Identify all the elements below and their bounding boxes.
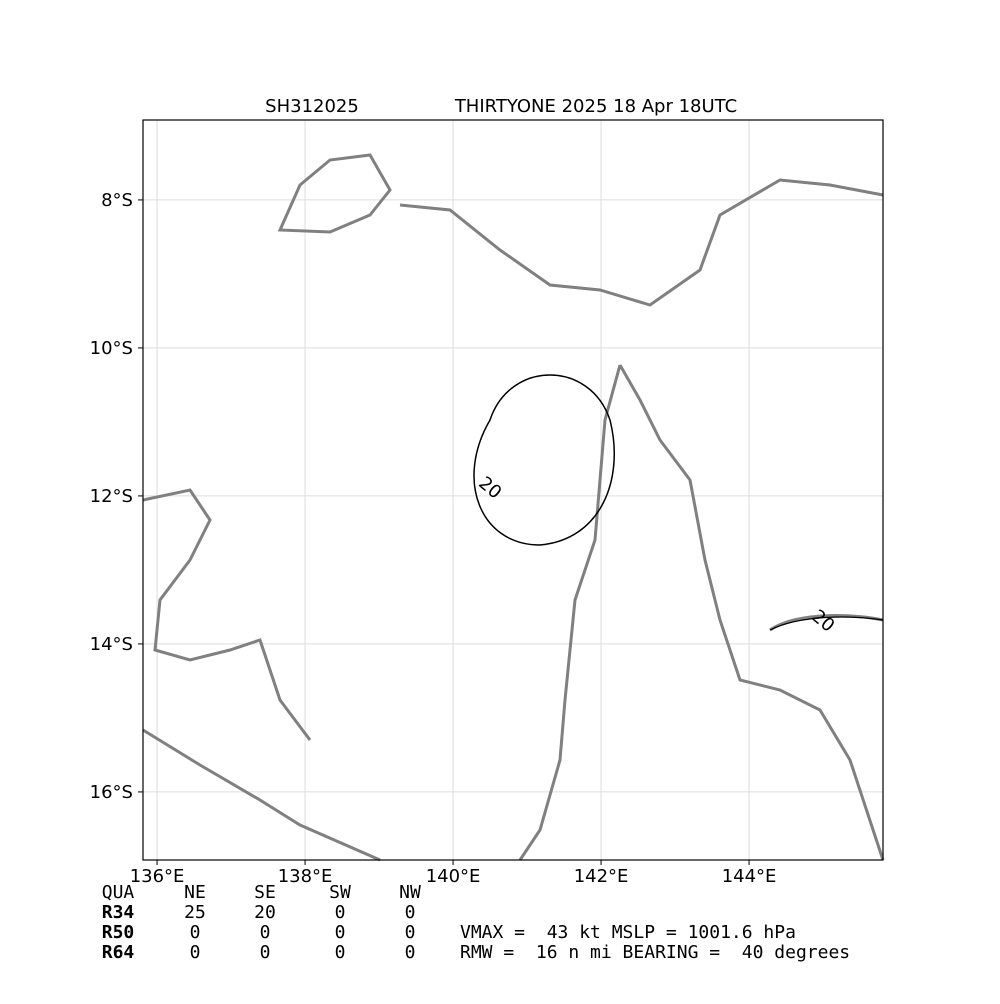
y-tick-label: 12°S [90,486,133,507]
table-cell: 0 [335,922,346,943]
table-header: SW [329,882,351,903]
table-cell: 0 [260,922,271,943]
y-tick-label: 8°S [101,190,133,211]
contour [473,374,615,546]
coastline [142,728,381,862]
table-cell: 0 [405,902,416,923]
map [143,120,883,860]
info-line: VMAX = 43 kt MSLP = 1001.6 hPa [460,922,796,943]
x-tick-label: 138°E [278,866,333,887]
map-frame [142,119,884,861]
table-header: SE [254,882,276,903]
y-tick-label: 16°S [90,782,133,803]
table-cell: 0 [190,922,201,943]
coastline [518,364,622,861]
table-cell: 0 [335,942,346,963]
table-cell: 0 [405,922,416,943]
row-label: R50 [102,922,135,943]
x-tick-label: 142°E [574,866,629,887]
table-cell: 0 [335,902,346,923]
x-tick-label: 136°E [130,866,185,887]
info-line: RMW = 16 n mi BEARING = 40 degrees [460,942,850,963]
table-cell: 0 [260,942,271,963]
title: THIRTYONE 2025 18 Apr 18UTC [454,96,737,117]
coastline [277,153,392,234]
x-tick-label: 144°E [722,866,777,887]
table-header: QUA [102,882,135,903]
row-label: R34 [102,902,135,923]
table-cell: 25 [184,902,206,923]
y-tick-label: 10°S [90,338,133,359]
table-header: NW [399,882,421,903]
coastline [618,364,885,861]
coastlines [142,153,885,862]
table-cell: 0 [405,942,416,963]
table-cell: 20 [254,902,276,923]
map-frame-bg [143,120,883,860]
y-tick-label: 14°S [90,634,133,655]
coastline [399,178,884,307]
table-header: NE [184,882,206,903]
contour [769,616,884,631]
coastline [142,488,312,741]
storm-id: SH312025 [265,96,359,117]
table-cell: 0 [190,942,201,963]
row-label: R64 [102,942,135,963]
x-tick-label: 140°E [426,866,481,887]
